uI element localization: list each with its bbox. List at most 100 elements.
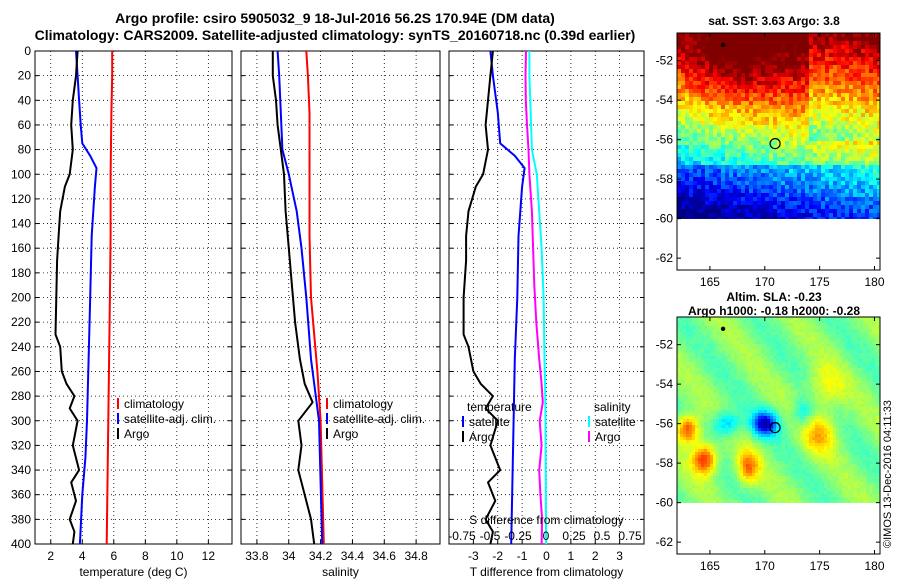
sst_map-cell: [821, 69, 826, 74]
sst_map-cell: [797, 177, 802, 182]
sla_map-cell: [698, 374, 702, 378]
sla_map-cell: [686, 365, 690, 369]
sst_map-cell: [813, 161, 818, 166]
sla_map-cell: [692, 404, 696, 408]
sst_map-cell: [829, 197, 834, 202]
sla_map-cell: [743, 491, 747, 495]
sla_map-cell: [692, 464, 696, 468]
sla_map-cell: [743, 371, 747, 375]
sla_map-cell: [710, 449, 714, 453]
sla_map-cell: [779, 395, 783, 399]
sst_map-cell: [709, 197, 714, 202]
sst_map-cell: [797, 197, 802, 202]
sst_map-cell: [849, 85, 854, 90]
sst_map-cell: [797, 57, 802, 62]
sst_map-cell: [685, 81, 690, 86]
sst_map-cell: [785, 197, 790, 202]
sla_map-cell: [755, 443, 759, 447]
sst_map-cell: [825, 61, 830, 66]
sla_map-cell: [728, 470, 732, 474]
sst_map-cell: [837, 37, 842, 42]
sla_map-cell: [719, 407, 723, 411]
sla_map-cell: [758, 395, 762, 399]
sst_map-cell: [781, 101, 786, 106]
sla_map-cell: [725, 434, 729, 438]
sla_map-cell: [683, 344, 687, 348]
sla_map-cell: [686, 449, 690, 453]
sla_map-cell: [698, 467, 702, 471]
sst_map-cell: [733, 173, 738, 178]
sst_map-cell: [853, 109, 858, 114]
sla_map-cell: [758, 407, 762, 411]
sst_map-cell: [789, 157, 794, 162]
sla_map-cell: [770, 464, 774, 468]
sst_map-cell: [765, 113, 770, 118]
sla_map-cell: [725, 329, 729, 333]
sst_map-cell: [737, 213, 742, 218]
sst_map-cell: [705, 165, 710, 170]
sla_map-cell: [728, 482, 732, 486]
sla_map-cell: [689, 383, 693, 387]
temperature-legend-label: satellite-adj. clim.: [124, 412, 216, 426]
sst_map-cell: [877, 141, 881, 146]
sla_map-cell: [782, 476, 786, 480]
sst_map-cell: [785, 157, 790, 162]
sst_map-cell: [849, 77, 854, 82]
sla_map-cell: [749, 431, 753, 435]
sst_map-cell: [829, 85, 834, 90]
sla_map-cell: [755, 449, 759, 453]
sla_map-cell: [782, 482, 786, 486]
sla_map-cell: [749, 359, 753, 363]
sst_map-cell: [713, 213, 718, 218]
sst_map-cell: [693, 189, 698, 194]
sla_map-cell: [764, 458, 768, 462]
sla_map-cell: [689, 359, 693, 363]
sla_map-cell: [773, 350, 777, 354]
sla_map-cell: [689, 416, 693, 420]
sla_map-cell: [740, 404, 744, 408]
sst_map-cell: [717, 173, 722, 178]
sst_map-cell: [773, 65, 778, 70]
sst_map-cell: [805, 129, 810, 134]
sst_map-cell: [709, 213, 714, 218]
sst_map-cell: [817, 145, 822, 150]
sla_map-cell: [761, 461, 765, 465]
sst_map-cell: [837, 173, 842, 178]
sla_map-cell: [704, 437, 708, 441]
sst_map-cell: [761, 133, 766, 138]
sla_map-cell: [749, 425, 753, 429]
sst_map-cell: [693, 33, 698, 38]
sla_map-cell: [701, 398, 705, 402]
sst_map-cell: [781, 181, 786, 186]
sst_map-cell: [873, 121, 878, 126]
sla_map-cell: [680, 458, 684, 462]
sst_map-cell: [725, 89, 730, 94]
sst_map-cell: [809, 129, 814, 134]
sst_map-cell: [877, 117, 881, 122]
sst_map-cell: [757, 45, 762, 50]
sst_map-cell: [857, 61, 862, 66]
sst_map-cell: [801, 121, 806, 126]
sla_map-cell: [737, 416, 741, 420]
sla_map-cell: [692, 326, 696, 330]
sla_map-cell: [746, 335, 750, 339]
sst_map-cell: [833, 217, 838, 219]
sst_map-cell: [697, 129, 702, 134]
sla_map-cell: [725, 407, 729, 411]
sst_map-cell: [709, 37, 714, 42]
sst_map-cell: [709, 201, 714, 206]
sla_map-cell: [755, 494, 759, 498]
sla_map-cell: [713, 437, 717, 441]
sst_map-cell: [817, 65, 822, 70]
sla_map-cell: [740, 383, 744, 387]
sla_map-cell: [743, 317, 747, 321]
sla_map-cell: [728, 404, 732, 408]
sla_map-cell: [755, 446, 759, 450]
sla_map-cell: [713, 359, 717, 363]
sla_map-cell: [767, 407, 771, 411]
sst_map-cell: [797, 81, 802, 86]
sst_map-cell: [749, 129, 754, 134]
sla_map-cell: [686, 356, 690, 360]
sst_map-cell: [861, 53, 866, 58]
sla_map-cell: [725, 473, 729, 477]
